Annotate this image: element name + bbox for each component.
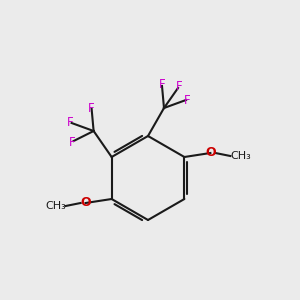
Text: F: F (69, 136, 76, 148)
Text: O: O (205, 146, 216, 160)
Text: CH₃: CH₃ (45, 201, 66, 211)
Text: F: F (184, 94, 190, 106)
Text: F: F (67, 116, 74, 130)
Text: O: O (80, 196, 91, 209)
Text: F: F (159, 79, 165, 92)
Text: F: F (88, 101, 95, 115)
Text: F: F (176, 80, 182, 94)
Text: CH₃: CH₃ (230, 151, 251, 161)
